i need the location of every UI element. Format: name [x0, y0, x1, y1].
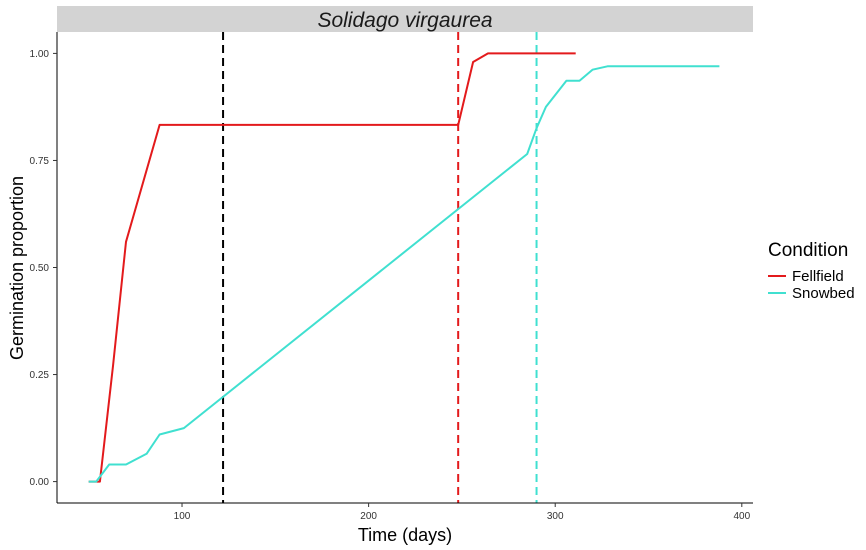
- y-tick-label: 0.25: [30, 370, 50, 381]
- y-axis-title: Germination proportion: [7, 176, 27, 360]
- y-ticks: 0.00 0.25 0.50 0.75 1.00: [30, 49, 57, 488]
- x-tick-label: 400: [733, 511, 750, 522]
- strip-background: [57, 6, 753, 32]
- series-lines: [88, 52, 720, 483]
- reference-lines: [222, 32, 538, 503]
- x-ticks: 100 200 300 400: [174, 503, 751, 522]
- y-tick-label: 1.00: [30, 49, 50, 60]
- series-line-snowbed: [88, 65, 720, 483]
- series-line-fellfield: [88, 52, 576, 483]
- x-tick-label: 200: [360, 511, 377, 522]
- legend-label: Snowbed: [792, 285, 855, 302]
- legend-title: Condition: [768, 240, 848, 261]
- x-tick-label: 100: [174, 511, 191, 522]
- y-tick-label: 0.50: [30, 263, 50, 274]
- y-tick-label: 0.75: [30, 156, 50, 167]
- chart-title: Solidago virgaurea: [317, 9, 492, 32]
- y-tick-label: 0.00: [30, 477, 50, 488]
- x-tick-label: 300: [547, 511, 564, 522]
- x-axis-title: Time (days): [358, 525, 452, 545]
- legend-label: Fellfield: [792, 268, 844, 285]
